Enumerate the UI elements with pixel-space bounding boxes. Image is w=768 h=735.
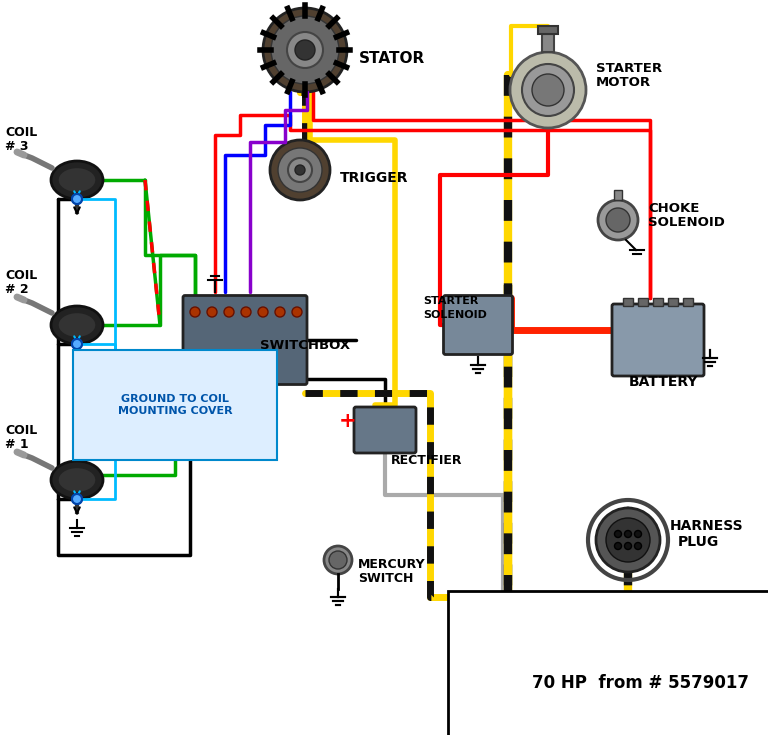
- FancyBboxPatch shape: [443, 295, 512, 354]
- Text: SOLENOID: SOLENOID: [423, 310, 487, 320]
- Ellipse shape: [58, 467, 96, 492]
- Text: COIL: COIL: [5, 126, 38, 138]
- Ellipse shape: [58, 312, 96, 337]
- Circle shape: [510, 52, 586, 128]
- Text: STATOR: STATOR: [359, 51, 425, 65]
- Circle shape: [606, 208, 630, 232]
- Text: GROUND TO COIL
MOUNTING COVER: GROUND TO COIL MOUNTING COVER: [118, 394, 232, 416]
- Circle shape: [275, 307, 285, 317]
- Text: # 2: # 2: [5, 282, 28, 295]
- Circle shape: [634, 531, 641, 537]
- Ellipse shape: [51, 306, 103, 344]
- Text: # 3: # 3: [5, 140, 28, 152]
- Circle shape: [207, 307, 217, 317]
- Circle shape: [295, 40, 315, 60]
- Circle shape: [190, 307, 200, 317]
- Circle shape: [258, 307, 268, 317]
- Circle shape: [598, 200, 638, 240]
- FancyBboxPatch shape: [612, 304, 704, 376]
- Circle shape: [329, 551, 347, 569]
- Circle shape: [532, 74, 564, 106]
- Text: COIL: COIL: [5, 423, 38, 437]
- Circle shape: [271, 16, 339, 84]
- Text: MERCURY: MERCURY: [358, 558, 425, 570]
- Bar: [668, 298, 678, 306]
- Circle shape: [72, 339, 82, 349]
- Text: COIL: COIL: [5, 268, 38, 282]
- Text: RECTIFIER: RECTIFIER: [391, 453, 462, 467]
- Circle shape: [596, 508, 660, 572]
- FancyBboxPatch shape: [183, 295, 307, 384]
- Circle shape: [295, 165, 305, 175]
- Bar: [542, 34, 554, 52]
- Text: STARTER: STARTER: [596, 62, 662, 74]
- Text: TRIGGER: TRIGGER: [340, 171, 409, 185]
- Circle shape: [278, 148, 322, 192]
- Text: # 1: # 1: [5, 437, 28, 451]
- Circle shape: [614, 531, 621, 537]
- Circle shape: [324, 546, 352, 574]
- Circle shape: [72, 194, 82, 204]
- Circle shape: [270, 140, 330, 200]
- Circle shape: [241, 307, 251, 317]
- Text: STARTER: STARTER: [423, 296, 478, 306]
- Circle shape: [287, 32, 323, 68]
- Ellipse shape: [51, 161, 103, 199]
- Bar: [614, 190, 622, 200]
- Text: CHOKE: CHOKE: [648, 201, 700, 215]
- Circle shape: [292, 307, 302, 317]
- Circle shape: [224, 307, 234, 317]
- Circle shape: [624, 531, 631, 537]
- Circle shape: [614, 542, 621, 550]
- Text: SWITCH: SWITCH: [358, 572, 413, 584]
- Text: SOLENOID: SOLENOID: [648, 215, 725, 229]
- Circle shape: [606, 518, 650, 562]
- Bar: [683, 298, 693, 306]
- Text: 70 HP  from # 5579017: 70 HP from # 5579017: [531, 674, 749, 692]
- Bar: [638, 298, 648, 306]
- Circle shape: [288, 158, 312, 182]
- Circle shape: [72, 494, 82, 504]
- Circle shape: [522, 64, 574, 116]
- Text: HARNESS: HARNESS: [670, 519, 743, 533]
- Text: BATTERY: BATTERY: [628, 375, 698, 389]
- FancyBboxPatch shape: [354, 407, 416, 453]
- Circle shape: [624, 542, 631, 550]
- Circle shape: [72, 339, 82, 349]
- Bar: [653, 298, 663, 306]
- Ellipse shape: [51, 461, 103, 499]
- Circle shape: [72, 194, 82, 204]
- Bar: [538, 26, 558, 34]
- Circle shape: [634, 542, 641, 550]
- Text: MOTOR: MOTOR: [596, 76, 651, 88]
- Text: SWITCHBOX: SWITCHBOX: [260, 339, 350, 351]
- Bar: [623, 298, 633, 306]
- Circle shape: [72, 494, 82, 504]
- Ellipse shape: [58, 168, 96, 193]
- Circle shape: [263, 8, 347, 92]
- Text: PLUG: PLUG: [678, 535, 720, 549]
- Text: +: +: [339, 411, 356, 431]
